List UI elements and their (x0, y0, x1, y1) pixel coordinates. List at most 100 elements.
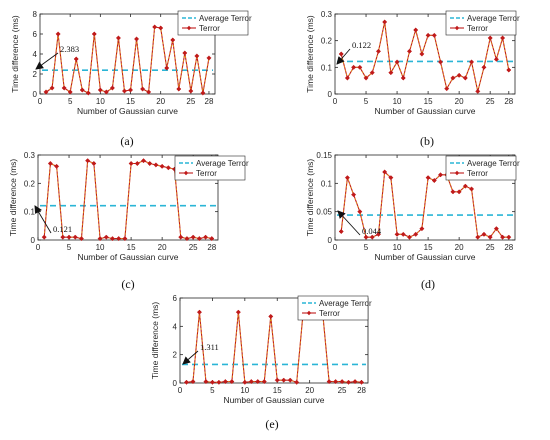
x-tick-label: 25 (338, 386, 347, 395)
legend-box (445, 155, 517, 181)
terror-data-point (158, 25, 164, 31)
y-axis-label: Time difference (ms) (305, 159, 315, 237)
terror-data-point (500, 35, 506, 41)
panel-label: (a) (120, 134, 133, 148)
terror-data-point (97, 87, 103, 93)
terror-data-point (287, 377, 293, 383)
x-axis-label: Number of Gaussian curve (77, 252, 178, 262)
y-tick-label: 0 (328, 90, 333, 99)
terror-data-point (468, 59, 475, 65)
terror-data-point (338, 228, 344, 235)
x-tick-label: 28 (357, 386, 366, 395)
legend-average-label: Average Terror (467, 159, 520, 168)
chart-panel: 0 5 10 15 20 25 28 0 0.1 0.2 0.3 Number of Gaussian… (305, 10, 520, 148)
terror-data-point (425, 175, 431, 181)
terror-data-point (413, 231, 419, 237)
terror-data-point (146, 89, 152, 95)
terror-data-point (122, 236, 128, 242)
terror-data-point (196, 236, 202, 242)
terror-data-point (152, 24, 158, 30)
x-tick-label: 15 (273, 386, 282, 395)
terror-data-point (333, 379, 339, 385)
x-axis-label: Number of Gaussian curve (223, 395, 324, 405)
x-tick-label: 5 (364, 97, 369, 106)
x-tick-label: 0 (333, 243, 338, 252)
x-tick-label: 5 (67, 243, 72, 252)
terror-data-point (109, 85, 115, 91)
y-tick-label: 0.3 (24, 151, 36, 160)
y-tick-label: 4 (173, 322, 178, 331)
terror-data-point (394, 231, 400, 237)
terror-data-point (182, 50, 188, 56)
terror-data-point (203, 379, 209, 385)
x-tick-label: 20 (455, 243, 464, 252)
terror-data-point (431, 177, 437, 184)
terror-data-point (248, 379, 254, 385)
terror-data-point (456, 189, 462, 195)
average-value-annotation: 2.383 (60, 44, 79, 54)
terror-series-line (340, 170, 509, 238)
terror-data-point (176, 86, 182, 92)
legend-box (174, 155, 246, 181)
x-tick-label: 28 (207, 243, 216, 252)
terror-data-point (121, 88, 128, 94)
terror-data-point (351, 192, 357, 198)
terror-data-point (188, 88, 194, 94)
panel-label: (d) (421, 277, 435, 291)
legend-terror-marker (183, 170, 189, 176)
terror-data-point (183, 379, 190, 385)
terror-data-point (400, 75, 406, 81)
terror-data-point (468, 186, 475, 192)
y-tick-label: 0.3 (321, 10, 333, 19)
average-value-annotation: 0.121 (53, 224, 72, 234)
terror-data-point (216, 379, 222, 385)
legend-terror-marker (454, 25, 460, 31)
y-tick-label: 4 (33, 50, 38, 59)
terror-data-point (357, 209, 363, 215)
terror-data-point (128, 160, 134, 167)
x-tick-label: 15 (424, 243, 433, 252)
y-tick-label: 2 (33, 70, 38, 79)
terror-data-point (116, 236, 122, 242)
terror-data-point (115, 35, 122, 41)
terror-data-point (61, 85, 67, 91)
legend-terror-label: Terror (467, 24, 488, 33)
terror-data-point (140, 86, 146, 92)
y-axis-label: Time difference (ms) (150, 302, 160, 380)
legend-average-label: Average Terror (199, 14, 252, 23)
terror-data-point (425, 32, 431, 38)
terror-data-point (400, 231, 406, 237)
terror-data-point (382, 169, 388, 175)
average-value-annotation: 0.122 (352, 40, 371, 50)
x-tick-label: 28 (504, 243, 513, 252)
terror-data-point (462, 75, 468, 81)
x-axis-label: Number of Gaussian curve (374, 252, 475, 262)
terror-data-point (437, 172, 444, 178)
terror-data-point (103, 89, 109, 95)
y-tick-label: 0.2 (321, 37, 333, 46)
terror-data-point (506, 67, 512, 73)
terror-data-point (209, 236, 215, 242)
x-tick-label: 25 (486, 97, 495, 106)
terror-data-point (369, 234, 375, 240)
terror-data-point (235, 309, 241, 315)
y-tick-label: 0.1 (321, 63, 333, 72)
y-tick-label: 2 (173, 351, 178, 360)
terror-data-point (43, 89, 49, 95)
terror-data-point (437, 59, 444, 65)
x-tick-label: 25 (189, 243, 198, 252)
terror-data-point (268, 313, 274, 319)
x-tick-label: 5 (210, 386, 215, 395)
annotation-arrow (336, 48, 351, 65)
terror-data-point (78, 236, 85, 242)
x-axis-label: Number of Gaussian curve (374, 106, 475, 116)
chart-panel: 0 5 10 15 20 25 28 0 0.05 0.1 0.15 Number of Gaussi… (305, 151, 520, 291)
x-tick-label: 20 (158, 243, 167, 252)
terror-data-point (419, 226, 425, 232)
terror-data-point (475, 234, 481, 240)
terror-data-point (406, 48, 413, 54)
terror-data-point (274, 377, 280, 383)
terror-data-point (54, 163, 60, 169)
